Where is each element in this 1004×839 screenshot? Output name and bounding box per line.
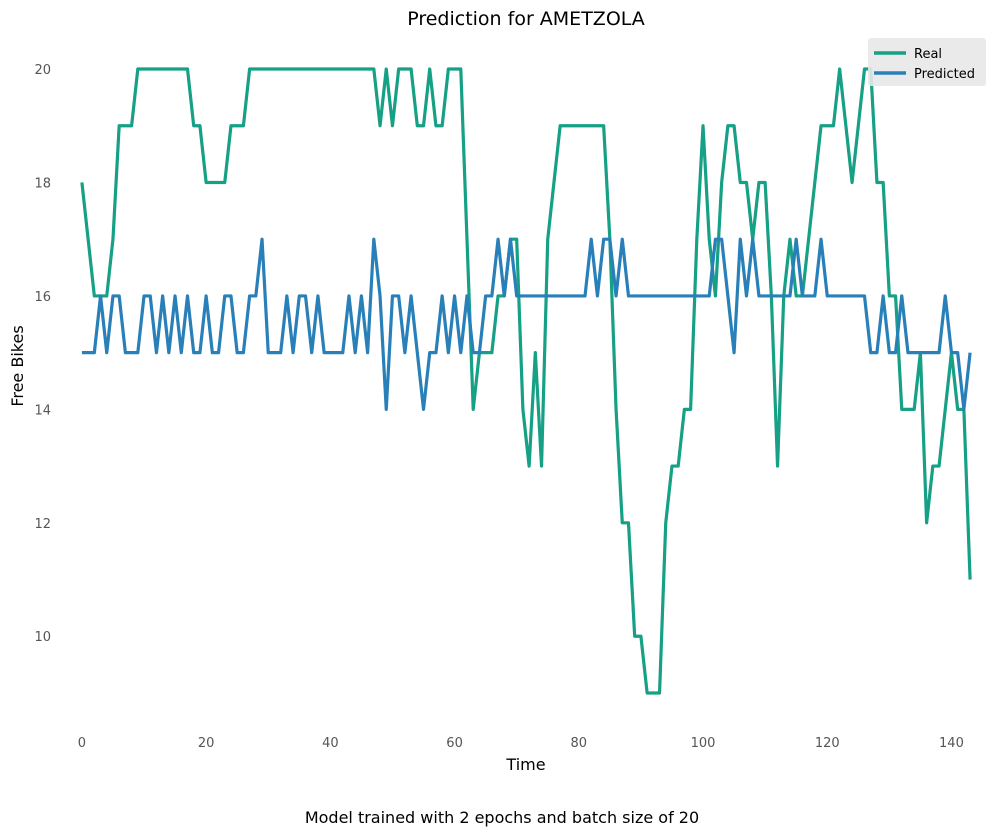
x-tick-label: 20 xyxy=(198,736,215,751)
y-tick-label: 10 xyxy=(34,630,51,645)
figure-caption: Model trained with 2 epochs and batch si… xyxy=(304,808,700,827)
x-tick-label: 0 xyxy=(78,736,86,751)
legend: Real Predicted xyxy=(868,38,986,86)
y-tick-label: 12 xyxy=(34,517,51,532)
series-line-predicted xyxy=(81,237,972,411)
x-tick-label: 40 xyxy=(322,736,339,751)
x-tick-label: 80 xyxy=(571,736,588,751)
x-axis-label: Time xyxy=(505,755,545,774)
y-tick-label: 16 xyxy=(34,290,51,305)
series-line-real xyxy=(80,67,972,695)
y-axis-ticks: 10 12 14 16 18 20 xyxy=(34,63,51,645)
series-layer xyxy=(80,67,972,695)
y-tick-label: 14 xyxy=(34,403,51,418)
y-axis-label: Free Bikes xyxy=(8,325,27,406)
x-tick-label: 120 xyxy=(815,736,840,751)
legend-label-predicted: Predicted xyxy=(914,67,975,82)
x-axis-ticks: 0 20 40 60 80 100 120 140 xyxy=(78,736,964,751)
x-tick-label: 140 xyxy=(939,736,964,751)
chart-title: Prediction for AMETZOLA xyxy=(407,8,645,30)
y-tick-label: 18 xyxy=(34,176,51,191)
legend-label-real: Real xyxy=(914,47,942,62)
x-tick-label: 100 xyxy=(691,736,716,751)
y-tick-label: 20 xyxy=(34,63,51,78)
x-tick-label: 60 xyxy=(446,736,463,751)
